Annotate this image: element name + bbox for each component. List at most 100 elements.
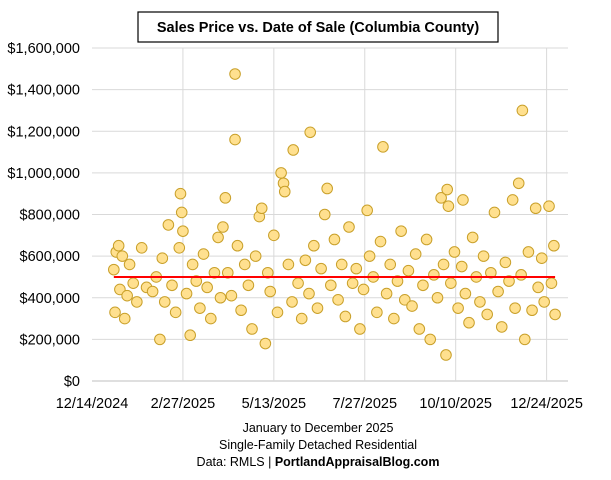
data-point	[503, 275, 515, 287]
data-point	[395, 225, 407, 237]
data-point	[431, 291, 444, 304]
data-point	[321, 182, 333, 195]
data-point	[292, 277, 304, 289]
x-tick-label: 5/13/2025	[242, 396, 307, 412]
data-points	[108, 68, 561, 361]
data-point	[522, 246, 535, 258]
data-point	[332, 294, 344, 306]
data-point	[114, 283, 126, 296]
data-point	[535, 252, 548, 265]
data-point	[492, 285, 504, 298]
data-point	[413, 323, 426, 335]
data-point	[466, 231, 479, 244]
data-point	[529, 202, 542, 215]
data-point	[428, 269, 440, 281]
data-point	[304, 126, 317, 139]
x-label-line-1: January to December 2025	[243, 421, 394, 435]
data-point	[409, 248, 422, 260]
data-point	[318, 208, 331, 221]
data-point	[194, 302, 206, 314]
data-point	[463, 316, 475, 329]
data-point	[377, 141, 389, 153]
x-tick-label: 12/14/2024	[56, 396, 129, 412]
data-point	[441, 183, 453, 196]
data-point	[275, 167, 287, 179]
data-point	[325, 279, 337, 292]
data-point	[335, 258, 348, 271]
data-point	[121, 289, 133, 302]
data-point	[229, 133, 241, 146]
data-point	[212, 231, 224, 244]
source-line: Data: RMLS | PortlandAppraisalBlog.com	[197, 455, 440, 469]
data-point	[242, 279, 255, 292]
data-point	[180, 287, 193, 300]
data-point	[308, 239, 320, 252]
data-point	[259, 337, 272, 350]
data-point	[315, 262, 327, 275]
data-point	[548, 239, 560, 252]
data-point	[156, 252, 169, 265]
data-point	[512, 177, 525, 190]
data-point	[116, 250, 129, 262]
data-point	[374, 235, 387, 248]
x-label-line-2: Single-Family Detached Residential	[219, 438, 417, 452]
source-prefix: Data: RMLS |	[197, 455, 275, 469]
data-point	[384, 258, 397, 271]
data-point	[328, 233, 341, 246]
y-tick-label: $1,600,000	[7, 41, 80, 57]
data-point	[205, 312, 217, 325]
data-point	[190, 275, 203, 287]
data-point	[184, 329, 196, 342]
data-point	[343, 221, 355, 233]
data-point	[424, 333, 437, 346]
data-point	[361, 204, 373, 217]
data-point	[238, 258, 251, 271]
data-point	[246, 323, 258, 335]
data-point	[217, 221, 229, 233]
data-point	[112, 239, 125, 252]
data-point	[131, 296, 143, 308]
data-point	[406, 300, 418, 312]
data-point	[354, 323, 366, 335]
data-point	[391, 275, 404, 287]
data-point	[109, 306, 121, 319]
data-point	[420, 233, 433, 246]
data-point	[488, 206, 501, 219]
data-point	[545, 277, 558, 289]
data-point	[477, 250, 490, 262]
data-point	[186, 258, 199, 271]
data-point	[127, 277, 140, 289]
data-point	[219, 192, 232, 204]
y-tick-label: $800,000	[20, 208, 80, 224]
data-point	[549, 308, 561, 321]
data-point	[229, 68, 241, 80]
x-axis-labels: 12/14/2024 2/27/2025 5/13/2025 7/27/2025 10/…	[56, 396, 583, 412]
data-point	[495, 321, 508, 333]
data-point	[445, 277, 457, 289]
data-point	[538, 296, 550, 308]
data-point	[515, 269, 527, 281]
data-point	[201, 281, 213, 294]
y-tick-label: $200,000	[20, 332, 80, 348]
data-point	[518, 333, 531, 346]
chart-title: Sales Price vs. Date of Sale (Columbia C…	[157, 20, 479, 36]
data-point	[287, 144, 300, 156]
data-point	[286, 296, 298, 308]
data-point	[197, 248, 210, 260]
data-point	[357, 283, 370, 296]
data-point	[452, 302, 464, 314]
data-point	[123, 258, 136, 271]
data-point	[154, 333, 166, 346]
data-point	[481, 308, 494, 321]
data-point	[303, 287, 315, 300]
y-tick-label: $600,000	[20, 249, 80, 265]
data-point	[402, 264, 415, 277]
data-point	[278, 185, 291, 198]
data-point	[118, 312, 131, 325]
data-point	[371, 306, 383, 319]
data-point	[177, 225, 189, 237]
data-point	[543, 200, 555, 212]
data-point	[255, 202, 268, 215]
y-tick-label: $0	[64, 374, 80, 390]
